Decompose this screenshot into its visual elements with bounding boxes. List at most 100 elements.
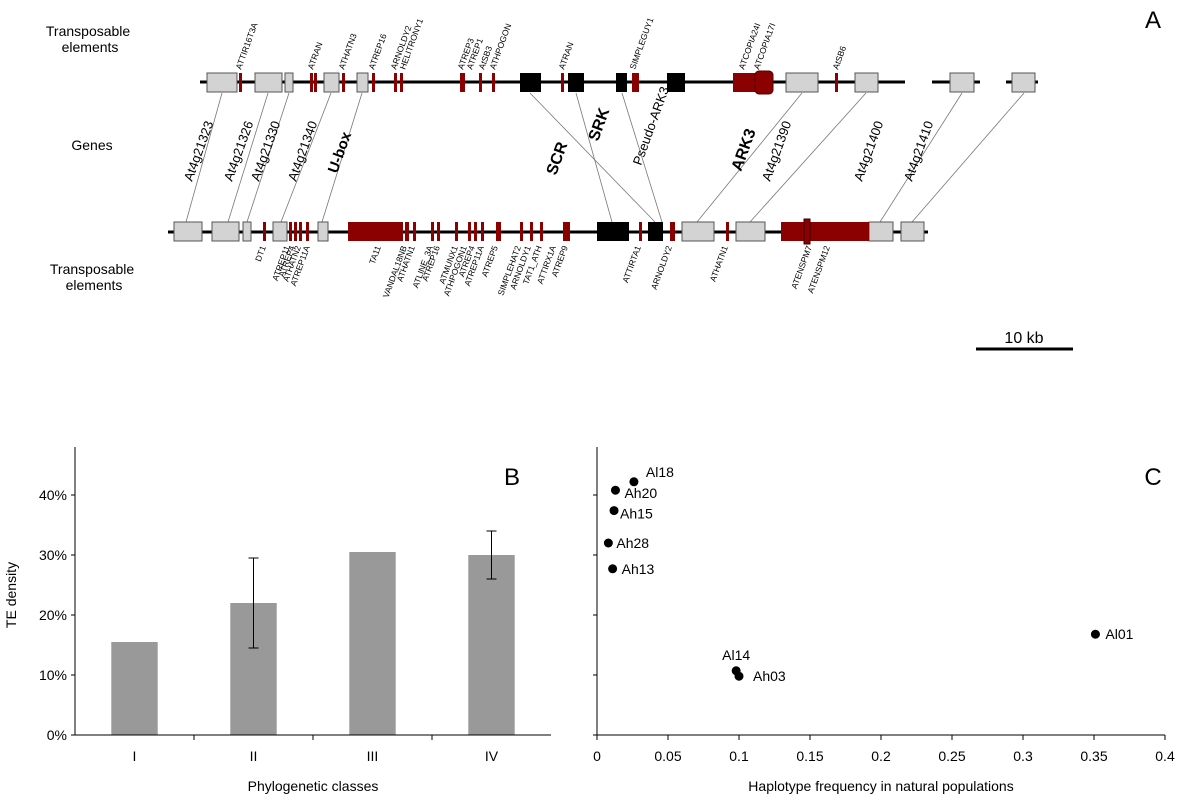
te-mark <box>733 73 755 92</box>
point-label: Al14 <box>722 647 750 663</box>
point-label: Ah15 <box>620 506 653 522</box>
bottom-te-labels: DT1 ATREP11 ATREP4 ATHATN2 ATREP11A TA11… <box>253 244 832 299</box>
y-tick-label: 10% <box>39 667 67 683</box>
te-mark <box>342 73 345 92</box>
top-row-label-line-2: elements <box>62 39 119 55</box>
te-label: ATHATN3 <box>336 32 358 71</box>
te-mark <box>413 222 416 241</box>
te-mark <box>299 222 302 241</box>
te-label: ATRAN <box>556 41 575 71</box>
connector-line <box>696 92 803 223</box>
te-label: ATTIR16T3A <box>233 21 259 71</box>
scale-bar-label: 10 kb <box>1004 330 1043 347</box>
te-mark <box>437 222 440 241</box>
panel-c-scatter-chart: C Haplotype frequency in natural populat… <box>593 447 1175 794</box>
connector-line <box>621 92 663 223</box>
x-tick-label: 0.25 <box>938 748 965 764</box>
point-label: Al18 <box>646 464 674 480</box>
panel-a: A Transposable elements Genes Transposab… <box>46 7 1161 351</box>
scatter-point <box>610 485 620 495</box>
y-axis-ticks: 0% 10% 20% 30% 40% <box>39 487 75 743</box>
gene-box <box>868 221 894 242</box>
point-label: Ah13 <box>622 561 655 577</box>
gene-box <box>735 221 766 242</box>
x-tick-label: I <box>133 748 137 764</box>
x-tick-label: 0.3 <box>1013 748 1033 764</box>
bottom-row-label-line-1: Transposable <box>50 261 135 277</box>
panel-b-label: B <box>504 464 520 491</box>
te-mark <box>431 222 434 241</box>
x-tick-label: III <box>367 748 379 764</box>
scatter-point <box>609 506 619 516</box>
synteny-connectors <box>185 92 1025 223</box>
connector-line <box>529 92 656 223</box>
top-row-label-line-1: Transposable <box>46 23 131 39</box>
connector-line <box>246 92 290 223</box>
te-mark-nested <box>803 218 811 245</box>
gene-box <box>254 72 283 93</box>
gene-label: At4g21410 <box>901 119 937 183</box>
te-mark <box>670 222 675 241</box>
gene-label: At4g21323 <box>181 119 217 183</box>
te-mark <box>754 70 774 95</box>
y-tick-label: 20% <box>39 607 67 623</box>
te-label: TA11 <box>367 244 383 266</box>
gene-box <box>1011 72 1036 93</box>
bottom-chromosome <box>168 218 928 245</box>
s-locus-box <box>568 73 584 92</box>
s-locus-box <box>667 73 685 92</box>
point-label: Ah20 <box>624 485 657 501</box>
scatter-point <box>603 538 613 548</box>
x-tick-label: 0.1 <box>729 748 749 764</box>
gene-box <box>173 221 203 242</box>
te-mark <box>726 222 729 241</box>
te-mark <box>372 73 375 92</box>
genes-label: Genes <box>71 137 112 153</box>
scatter-point <box>1090 629 1100 639</box>
te-mark <box>781 222 869 241</box>
x-tick-label: 0.05 <box>654 748 681 764</box>
bottom-row-label: Transposable elements <box>50 261 138 293</box>
te-label: SIMPLEGUY1 <box>627 16 655 71</box>
te-mark <box>394 73 397 92</box>
te-label: ATTIRTA1 <box>620 244 643 284</box>
te-mark <box>481 222 484 241</box>
point-label: Al01 <box>1105 626 1133 642</box>
panel-c-label: C <box>1144 464 1161 491</box>
point-label: Ah28 <box>616 535 649 551</box>
te-mark <box>563 222 570 241</box>
te-mark <box>496 222 501 241</box>
connector-line <box>227 92 269 223</box>
gene-labels: At4g21323 At4g21326 At4g21330 At4g21340 … <box>181 84 937 183</box>
s-locus-box <box>597 222 629 241</box>
x-tick-label: IV <box>485 748 499 764</box>
te-mark <box>639 222 642 241</box>
te-mark <box>530 222 533 241</box>
x-axis-title: Phylogenetic classes <box>248 778 379 794</box>
x-axis-title: Haplotype frequency in natural populatio… <box>748 778 1013 794</box>
bar <box>468 555 515 735</box>
gene-label-major: SCR <box>544 139 572 177</box>
panel-a-label: A <box>1145 7 1161 34</box>
scatter-point <box>608 564 618 574</box>
connector-line <box>749 92 867 223</box>
x-tick-label: 0 <box>593 748 601 764</box>
te-mark <box>455 222 458 241</box>
gene-box <box>949 72 975 93</box>
x-axis-ticks: 0 0.05 0.1 0.15 0.2 0.25 0.3 0.35 0.4 <box>593 735 1175 764</box>
scatter-point <box>734 671 744 681</box>
te-mark <box>460 73 465 92</box>
y-tick-label: 40% <box>39 487 67 503</box>
bottom-row-label-line-2: elements <box>66 277 123 293</box>
te-label: ATHATN1 <box>708 244 730 283</box>
te-mark <box>314 73 317 92</box>
te-mark <box>479 73 482 92</box>
x-tick-label: II <box>250 748 258 764</box>
s-locus-box <box>648 222 663 241</box>
bar <box>111 642 158 735</box>
gene-box <box>272 221 288 242</box>
te-mark <box>289 222 292 241</box>
te-mark <box>520 222 523 241</box>
te-mark <box>310 73 313 92</box>
